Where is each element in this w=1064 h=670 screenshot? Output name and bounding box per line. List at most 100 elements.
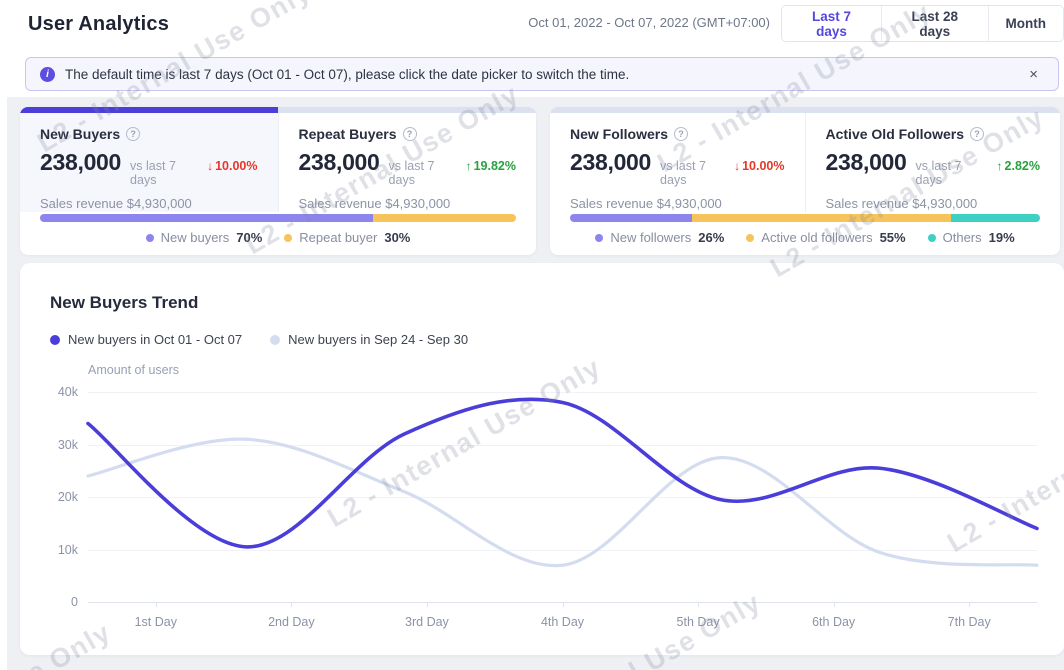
delta-value: 10.00%	[742, 159, 785, 173]
x-tick-label: 4th Day	[540, 615, 585, 629]
x-tick-label: 2nd Day	[268, 615, 315, 629]
series-dot-icon	[50, 334, 60, 345]
delta-value: 10.00%	[215, 159, 258, 173]
legend-value: 26%	[698, 230, 725, 245]
range-button-month[interactable]: Month	[987, 6, 1063, 41]
legend-dot-icon	[746, 233, 755, 242]
page-header: User Analytics Oct 01, 2022 - Oct 07, 20…	[0, 0, 1064, 97]
sales-revenue-label: Sales revenue $4,930,000	[825, 196, 978, 211]
inactive-tab-indicator	[805, 107, 1060, 113]
down-arrow-icon: ↓	[207, 159, 214, 173]
range-button-last-28-days[interactable]: Last 28 days	[880, 6, 988, 41]
legend-item: New buyers 70%	[145, 230, 262, 245]
x-tick	[833, 602, 835, 607]
metric-tab-indicator	[550, 107, 1060, 113]
sales-revenue-label: Sales revenue $4,930,000	[570, 196, 722, 211]
gridline	[88, 497, 1037, 498]
info-banner: i The default time is last 7 days (Oct 0…	[25, 57, 1059, 91]
x-tick-label: 1st Day	[134, 615, 177, 629]
up-arrow-icon: ↑	[465, 159, 472, 173]
metric-card-new-buyers[interactable]: New Buyers ? 238,000 vs last 7 days ↓ 10…	[20, 113, 278, 212]
window-left-edge	[0, 0, 7, 670]
buyers-metric-group: New Buyers ? 238,000 vs last 7 days ↓ 10…	[20, 107, 536, 255]
help-icon[interactable]: ?	[674, 127, 689, 141]
delta-badge: ↑ 19.82%	[466, 159, 516, 173]
info-banner-text: The default time is last 7 days (Oct 01 …	[65, 66, 630, 82]
legend-label: New buyers in Sep 24 - Sep 30	[288, 332, 469, 347]
distribution-segment	[692, 214, 951, 222]
y-tick-label: 10k	[57, 542, 78, 557]
legend-dot-icon	[145, 233, 154, 242]
close-icon[interactable]: ×	[1029, 65, 1038, 83]
info-icon: i	[40, 66, 55, 82]
metric-label: Active Old Followers	[825, 126, 964, 142]
metric-value: 238,000	[298, 149, 380, 175]
series-line	[86, 437, 1039, 568]
legend-label: New followers	[610, 230, 692, 245]
x-tick	[155, 602, 157, 607]
x-tick-label: 7th Day	[947, 615, 991, 629]
x-tick-label: 6th Day	[812, 615, 856, 629]
down-arrow-icon: ↓	[734, 159, 741, 173]
range-button-last-7-days[interactable]: Last 7 days	[782, 6, 881, 41]
compare-label: vs last 7 days	[660, 159, 706, 187]
followers-metric-group: New Followers ? 238,000 vs last 7 days ↓…	[550, 107, 1060, 255]
compare-label: vs last 7 days	[130, 159, 176, 187]
metric-card-repeat-buyers[interactable]: Repeat Buyers ? 238,000 vs last 7 days ↑…	[277, 113, 537, 212]
gridline	[88, 392, 1037, 393]
legend-dot-icon	[284, 233, 293, 242]
metric-label: New Buyers	[40, 126, 121, 142]
help-icon[interactable]: ?	[969, 127, 984, 141]
help-icon[interactable]: ?	[126, 127, 141, 141]
series-dot-icon	[270, 334, 281, 345]
legend-label: Others	[942, 230, 982, 245]
date-range-label[interactable]: Oct 01, 2022 - Oct 07, 2022 (GMT+07:00)	[528, 15, 770, 30]
help-icon[interactable]: ?	[402, 127, 417, 141]
delta-badge: ↓ 10.00%	[734, 159, 784, 173]
distribution-segment	[570, 214, 693, 222]
new-buyers-trend-panel: New Buyers Trend New buyers in Oct 01 - …	[20, 263, 1064, 655]
metric-value: 238,000	[40, 149, 122, 175]
trend-lines	[86, 397, 1039, 568]
distribution-segment	[40, 214, 374, 222]
y-tick-label: 20k	[57, 490, 78, 504]
y-tick-label: 0	[71, 595, 78, 609]
y-tick-label: 30k	[57, 437, 78, 452]
x-tick	[291, 602, 293, 607]
metric-label: New Followers	[570, 126, 669, 142]
distribution-segment	[950, 214, 1040, 222]
legend-value: 19%	[988, 230, 1015, 245]
inactive-tab-indicator	[550, 107, 805, 113]
page-title: User Analytics	[28, 13, 170, 35]
sales-revenue-label: Sales revenue $4,930,000	[298, 196, 451, 211]
metric-label: Repeat Buyers	[298, 126, 397, 142]
x-tick	[969, 602, 971, 607]
sales-revenue-label: Sales revenue $4,930,000	[40, 196, 192, 211]
followers-distribution-bar	[570, 214, 1040, 222]
delta-value: 2.82%	[1004, 159, 1040, 173]
delta-badge: ↓ 10.00%	[207, 159, 257, 173]
y-tick-label: 40k	[57, 385, 78, 399]
legend-item: Active old followers 55%	[746, 230, 906, 245]
legend-dot-icon	[927, 233, 936, 242]
followers-distribution-legend: New followers 26% Active old followers 55% O…	[550, 230, 1060, 245]
legend-label: Active old followers	[761, 230, 873, 245]
date-range-toggle: Last 7 days Last 28 days Month	[781, 5, 1064, 42]
metric-value: 238,000	[825, 149, 907, 175]
metric-card-new-followers[interactable]: New Followers ? 238,000 vs last 7 days ↓…	[550, 113, 805, 212]
legend-item: New followers 26%	[595, 230, 724, 245]
active-tab-indicator	[20, 107, 278, 113]
metric-card-active-old-followers[interactable]: Active Old Followers ? 238,000 vs last 7…	[804, 113, 1061, 212]
legend-item-current-week[interactable]: New buyers in Oct 01 - Oct 07	[50, 332, 242, 347]
metric-value: 238,000	[570, 149, 652, 175]
x-tick-label: 5th Day	[676, 615, 720, 629]
legend-item-previous-week[interactable]: New buyers in Sep 24 - Sep 30	[270, 332, 468, 347]
series-line	[86, 397, 1039, 549]
legend-label: New buyers	[160, 230, 230, 245]
y-axis-title: Amount of users	[88, 363, 180, 377]
gridline	[88, 549, 1037, 551]
legend-value: 55%	[879, 230, 906, 245]
distribution-segment	[373, 214, 516, 222]
legend-value: 30%	[384, 230, 411, 245]
x-tick	[562, 602, 564, 607]
